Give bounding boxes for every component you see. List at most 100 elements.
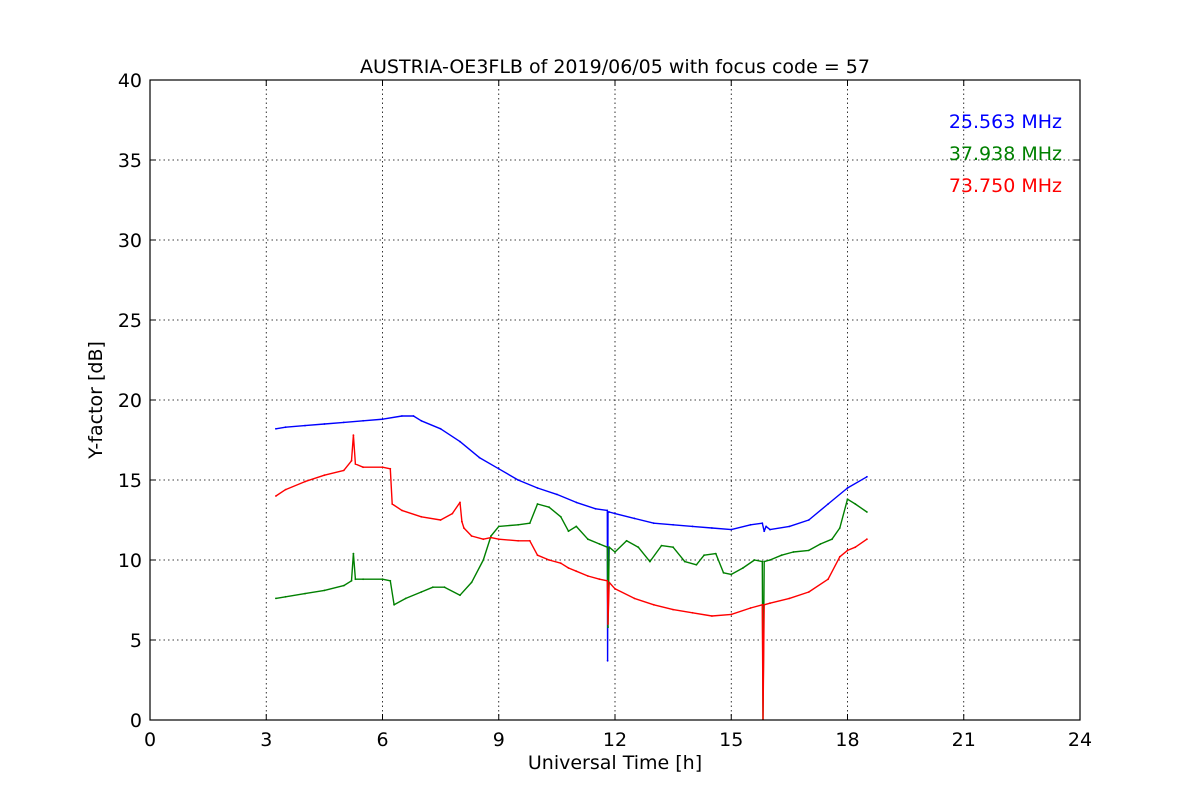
data-point (761, 560, 764, 563)
data-point (362, 419, 364, 422)
x-tick-labels: 0 3 6 9 12 15 18 21 24 (144, 729, 1092, 751)
data-point (559, 562, 562, 565)
data-point (827, 503, 829, 505)
data-point (594, 507, 597, 510)
y-tick-labels: 0 5 10 15 20 25 30 35 40 (118, 70, 142, 732)
data-point (598, 578, 601, 581)
data-point (672, 608, 674, 611)
y-tick-label: 25 (118, 310, 142, 332)
data-point (846, 487, 849, 489)
data-point (459, 594, 461, 597)
y-tick-label: 20 (118, 390, 142, 412)
x-tick-label: 15 (719, 729, 743, 751)
data-point (342, 469, 345, 472)
y-axis-label: Y-factor [dB] (85, 341, 107, 460)
data-point (780, 554, 783, 557)
y-tick-label: 30 (118, 230, 142, 252)
data-point (459, 440, 461, 443)
data-point (350, 579, 353, 582)
data-point (608, 581, 611, 584)
x-tick-label: 6 (376, 729, 388, 751)
data-point (567, 530, 570, 533)
data-point (608, 511, 611, 513)
data-point (792, 551, 795, 553)
data-point (517, 539, 519, 542)
data-point (730, 528, 733, 531)
data-point (517, 479, 519, 481)
data-point (765, 525, 767, 528)
data-point (831, 538, 833, 541)
data-point (463, 527, 465, 529)
data-point (854, 503, 857, 505)
data-point (608, 546, 611, 549)
data-point (517, 523, 519, 526)
data-point (683, 560, 686, 563)
data-point (401, 509, 403, 512)
data-point (567, 567, 570, 569)
data-point (451, 512, 454, 515)
x-tick-label: 0 (144, 729, 156, 751)
data-point (478, 456, 481, 459)
data-point (763, 530, 766, 533)
data-point (482, 538, 485, 541)
data-point (284, 488, 287, 491)
x-tick-label: 21 (952, 729, 976, 751)
data-point (807, 591, 810, 593)
data-point (352, 552, 355, 555)
data-point (548, 559, 550, 561)
data-point (443, 586, 446, 589)
data-point (470, 535, 473, 537)
data-point (575, 570, 578, 573)
data-point (284, 426, 287, 429)
data-point (470, 581, 473, 584)
data-point (846, 549, 849, 552)
data-point (672, 546, 674, 549)
data-point (614, 512, 616, 515)
data-point (393, 603, 395, 606)
y-tick-label: 15 (118, 470, 142, 492)
data-point (691, 611, 694, 614)
y-tick-label: 35 (118, 150, 142, 172)
data-point (342, 421, 345, 424)
legend: 25.563 MHz 37.938 MHz 73.750 MHz (949, 111, 1062, 197)
data-point (763, 603, 766, 606)
data-point (633, 517, 636, 520)
data-point (633, 597, 636, 600)
data-point (575, 525, 578, 528)
data-point (342, 584, 345, 587)
data-point (788, 525, 791, 528)
data-point (323, 423, 326, 425)
data-point (587, 575, 589, 577)
data-point (420, 419, 423, 422)
data-point (625, 539, 628, 542)
data-point (490, 535, 492, 537)
data-point (354, 463, 357, 465)
y-tick-label: 10 (118, 550, 142, 572)
data-point (637, 546, 640, 549)
data-point (769, 528, 771, 531)
data-point (827, 578, 829, 581)
data-point (714, 552, 717, 555)
data-point (323, 589, 326, 592)
x-axis-label: Universal Time [h] (528, 752, 702, 774)
data-point (838, 527, 841, 529)
data-point (652, 522, 655, 525)
data-point (391, 503, 394, 505)
data-point (404, 597, 407, 600)
data-point (807, 549, 810, 552)
data-point (275, 495, 277, 497)
data-point (742, 567, 744, 569)
data-point (528, 522, 531, 525)
data-point (607, 623, 609, 625)
series-line-3 (275, 434, 868, 720)
data-point (490, 536, 492, 539)
data-point (381, 466, 384, 469)
data-point (722, 571, 725, 574)
data-point (807, 519, 810, 521)
data-point (352, 434, 355, 437)
data-point (691, 525, 694, 528)
data-point (695, 563, 698, 566)
data-point (672, 523, 674, 526)
data-point (559, 515, 562, 518)
